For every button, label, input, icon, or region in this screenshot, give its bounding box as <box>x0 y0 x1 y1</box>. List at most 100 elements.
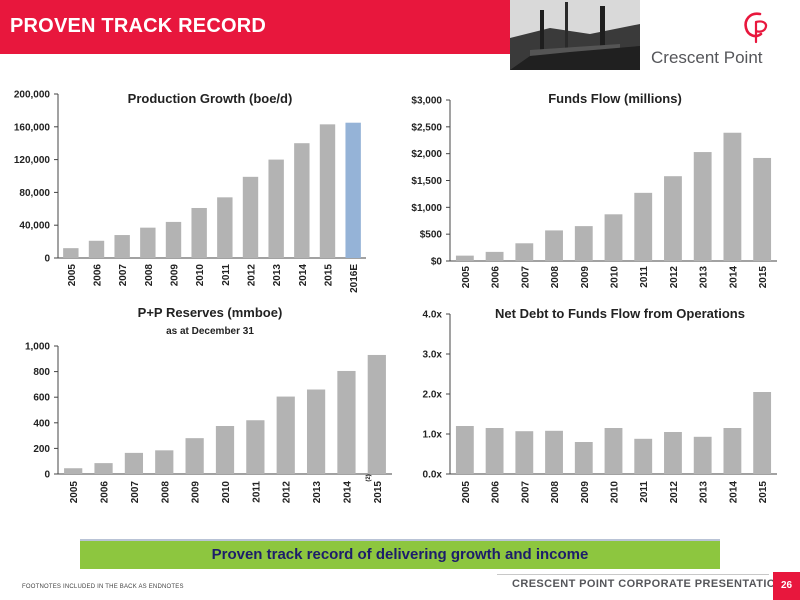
bar-2007 <box>114 235 130 258</box>
x-tick-label: 2007 <box>118 264 129 287</box>
y-tick-label: 600 <box>33 393 50 404</box>
summary-banner: Proven track record of delivering growth… <box>80 539 720 569</box>
bar-2006 <box>94 463 113 474</box>
bar-2013 <box>306 389 326 474</box>
bar-2010 <box>604 428 623 474</box>
header-bar <box>0 0 530 54</box>
bar-2015 <box>753 392 772 474</box>
presentation-name: CRESCENT POINT CORPORATE PRESENTATION <box>512 578 785 590</box>
x-tick-label: 2016E <box>349 264 360 293</box>
page-title: PROVEN TRACK RECORD <box>10 15 267 37</box>
chart-title: Funds Flow (millions) <box>548 91 682 106</box>
x-tick-label: 2012 <box>669 266 680 289</box>
x-tick-label: 2013 <box>699 266 710 289</box>
x-tick-label: 2007 <box>520 481 531 504</box>
bar-2009 <box>574 226 593 261</box>
bar-2011 <box>634 438 653 474</box>
x-tick-label: 2012 <box>669 481 680 504</box>
y-tick-label: 200,000 <box>14 90 51 101</box>
reserves-chart: P+P Reserves (mmboe) as at December 31 0 20… <box>25 305 392 504</box>
page-number: 26 <box>780 580 793 591</box>
x-tick-label: 2008 <box>144 264 155 287</box>
bar-2012 <box>242 176 259 258</box>
bar-2014 <box>294 143 310 258</box>
bar-2014 <box>723 132 742 261</box>
x-tick-label: 2013 <box>699 481 710 504</box>
x-tick-label: 2006 <box>100 481 111 504</box>
x-tick-label: 2009 <box>170 264 181 287</box>
x-tick-label: 2011 <box>251 481 262 503</box>
footnote-marker: (2) <box>366 474 372 481</box>
bar-2006 <box>88 240 105 258</box>
bar-2011 <box>246 420 265 474</box>
y-tick-label: $3,000 <box>411 96 442 107</box>
chart-subtitle: as at December 31 <box>166 326 254 337</box>
summary-banner-text: Proven track record of delivering growth… <box>211 546 589 563</box>
bar-2008 <box>545 230 563 261</box>
x-tick-label: 2008 <box>160 481 171 504</box>
bar-2008 <box>155 450 174 474</box>
bar-2012 <box>276 396 295 474</box>
x-tick-label: 2015 <box>373 481 384 504</box>
bar-2005 <box>455 426 474 474</box>
bar-2014 <box>337 370 356 474</box>
x-tick-label: 2005 <box>461 266 472 289</box>
y-tick-label: 0 <box>44 470 50 481</box>
logo-wordmark: Crescent Point <box>651 48 763 67</box>
x-tick-label: 2011 <box>221 264 232 286</box>
x-tick-label: 2010 <box>610 266 621 289</box>
y-tick-label: $0 <box>431 257 443 268</box>
x-tick-label: 2009 <box>580 481 591 504</box>
chart-title: P+P Reserves (mmboe) <box>138 305 283 320</box>
x-tick-label: 2014 <box>728 266 739 289</box>
x-tick-label: 2006 <box>491 481 502 504</box>
y-tick-label: $2,500 <box>411 122 442 133</box>
x-tick-label: 2015 <box>324 264 335 287</box>
y-tick-label: 4.0x <box>423 310 443 321</box>
x-tick-label: 2008 <box>550 481 561 504</box>
funds-flow-chart: Funds Flow (millions) $0 $500 $1,000 $1,500 $… <box>411 91 777 289</box>
x-tick-label: 2012 <box>282 481 293 504</box>
x-tick-label: 2011 <box>639 481 650 503</box>
bar-2008 <box>545 430 563 474</box>
header-photo <box>510 0 640 70</box>
y-tick-label: 200 <box>33 444 50 455</box>
x-tick-label: 2014 <box>298 264 309 287</box>
x-tick-label: 2010 <box>221 481 232 504</box>
bar-2016E <box>345 122 361 258</box>
bar-2011 <box>634 192 653 261</box>
bar-2005 <box>455 255 474 261</box>
footnote: FOOTNOTES INCLUDED IN THE BACK AS ENDNOT… <box>22 584 184 590</box>
y-tick-label: 1,000 <box>25 342 50 353</box>
x-tick-label: 2013 <box>312 481 323 504</box>
x-tick-label: 2009 <box>191 481 202 504</box>
bar-2015 <box>367 354 386 474</box>
bar-2010 <box>191 207 207 258</box>
x-tick-label: 2009 <box>580 266 591 289</box>
bar-2012 <box>664 176 682 261</box>
production-growth-chart: Production Growth (boe/d) 0 40,000 80,000 12… <box>14 90 366 293</box>
x-tick-label: 2014 <box>342 481 353 504</box>
x-tick-label: 2010 <box>610 481 621 504</box>
x-tick-label: 2010 <box>195 264 206 287</box>
bar-2009 <box>185 438 204 474</box>
bar-2013 <box>268 159 284 258</box>
y-tick-label: $1,000 <box>411 203 442 214</box>
y-tick-label: 40,000 <box>19 221 50 232</box>
bar-2013 <box>693 436 712 474</box>
bar-2013 <box>693 152 712 261</box>
y-tick-label: 1.0x <box>423 430 443 441</box>
y-tick-label: 2.0x <box>423 390 443 401</box>
page-number-box: 26 <box>773 572 800 600</box>
bar-2012 <box>664 432 682 474</box>
bar-2005 <box>63 248 79 258</box>
x-tick-label: 2014 <box>728 481 739 504</box>
chart-title: Net Debt to Funds Flow from Operations <box>495 306 745 321</box>
x-tick-label: 2012 <box>247 264 258 287</box>
footer-divider <box>497 574 769 575</box>
x-tick-label: 2015 <box>758 266 769 289</box>
x-tick-label: 2011 <box>639 266 650 288</box>
y-tick-label: 3.0x <box>423 350 443 361</box>
y-tick-label: $2,000 <box>411 149 442 160</box>
x-tick-label: 2005 <box>69 481 80 504</box>
